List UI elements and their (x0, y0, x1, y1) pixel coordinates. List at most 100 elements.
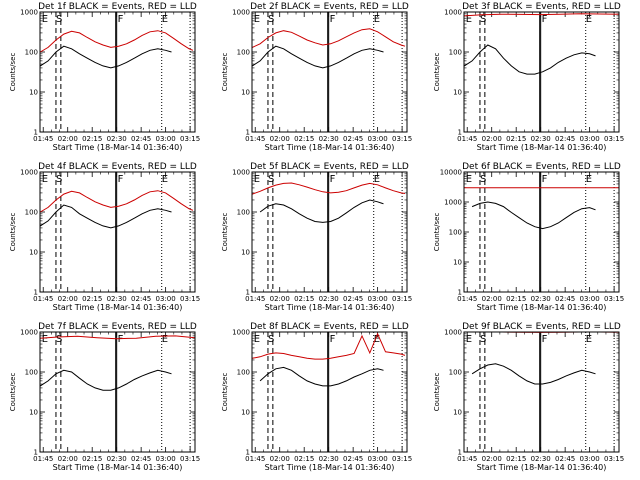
y-tick-label: 10000 (440, 169, 462, 177)
y-tick-label: 10 (241, 89, 250, 97)
panel-6: Det 6f BLACK = Events, RED = LLD 1 10 100 10… (433, 162, 624, 312)
x-axis-label: Start Time (18-Mar-14 01:36:40) (265, 303, 395, 312)
phase-marker-label: E (162, 174, 168, 185)
x-tick-label: 03:15 (392, 455, 412, 463)
x-tick-label: 03:00 (580, 455, 600, 463)
x-tick-label: 03:15 (604, 455, 624, 463)
panel-3: Det 3f BLACK = Events, RED = LLD 1 10 100 10… (433, 2, 624, 152)
y-axis-label: Counts/sec (433, 213, 441, 252)
x-tick-label: 02:30 (531, 455, 551, 463)
lld-series-line (252, 332, 406, 360)
x-tick-label: 02:00 (58, 455, 78, 463)
phase-marker-label: F (330, 334, 336, 345)
y-tick-label: 100 (449, 229, 462, 237)
x-tick-label: 02:15 (506, 135, 526, 143)
phase-marker-label: S (268, 174, 274, 185)
phase-marker-label: E (466, 14, 472, 25)
y-tick-label: 1 (458, 129, 462, 137)
x-tick-label: 02:00 (58, 135, 78, 143)
x-tick-label: 02:30 (531, 295, 551, 303)
phase-marker-label: S (480, 14, 486, 25)
y-axis-label: Counts/sec (9, 53, 17, 92)
plot-frame (39, 331, 196, 453)
x-axis-label: Start Time (18-Mar-14 01:36:40) (477, 303, 607, 312)
panel-4: Det 4f BLACK = Events, RED = LLD 1 10 100 10… (9, 162, 200, 312)
phase-marker-label: S (268, 334, 274, 345)
lld-series-line (40, 335, 196, 340)
chart-title: Det 3f BLACK = Events, RED = LLD (462, 2, 621, 12)
lld-series-line (464, 13, 620, 17)
x-tick-label: 02:45 (131, 135, 151, 143)
phase-marker-label: E (374, 174, 380, 185)
x-tick-label: 01:45 (33, 295, 53, 303)
phase-marker-label: F (542, 14, 548, 25)
y-tick-label: 100 (25, 49, 38, 57)
phase-marker-label: E (374, 14, 380, 25)
x-tick-label: 02:45 (555, 135, 575, 143)
lld-series-line (40, 190, 194, 213)
x-tick-label: 02:00 (482, 135, 502, 143)
y-tick-label: 1000 (444, 9, 462, 17)
x-tick-label: 03:00 (368, 455, 388, 463)
lld-series-line (252, 182, 406, 195)
events-series-line (464, 44, 596, 75)
x-tick-label: 02:30 (319, 455, 339, 463)
events-series-line (40, 369, 172, 391)
x-tick-label: 02:45 (343, 295, 363, 303)
x-tick-label: 01:45 (245, 295, 265, 303)
events-series-line (252, 45, 384, 69)
y-axis-label: Counts/sec (221, 53, 229, 92)
lld-series-line (252, 28, 406, 48)
x-tick-label: 02:15 (294, 295, 314, 303)
x-tick-label: 02:15 (82, 135, 102, 143)
phase-marker-label: F (118, 334, 124, 345)
plot-frame (463, 331, 620, 453)
x-axis-label: Start Time (18-Mar-14 01:36:40) (477, 463, 607, 472)
phase-marker-label: E (586, 174, 592, 185)
y-tick-label: 100 (237, 369, 250, 377)
x-tick-label: 02:00 (270, 455, 290, 463)
y-tick-label: 1000 (20, 169, 38, 177)
y-tick-label: 1 (246, 129, 250, 137)
y-axis-label: Counts/sec (433, 53, 441, 92)
y-tick-label: 10 (29, 409, 38, 417)
y-tick-label: 10 (241, 409, 250, 417)
chart-title: Det 2f BLACK = Events, RED = LLD (250, 2, 409, 12)
x-tick-label: 02:30 (107, 295, 127, 303)
y-tick-label: 1000 (444, 199, 462, 207)
events-series-line (40, 45, 172, 69)
phase-marker-label: E (254, 14, 260, 25)
y-tick-label: 1 (246, 289, 250, 297)
x-axis-label: Start Time (18-Mar-14 01:36:40) (477, 143, 607, 152)
x-tick-label: 02:15 (82, 295, 102, 303)
x-tick-label: 01:45 (457, 455, 477, 463)
chart-title: Det 8f BLACK = Events, RED = LLD (250, 322, 409, 332)
x-tick-label: 03:15 (180, 455, 200, 463)
chart-title: Det 7f BLACK = Events, RED = LLD (38, 322, 197, 332)
x-tick-label: 03:15 (180, 135, 200, 143)
x-tick-label: 01:45 (457, 295, 477, 303)
phase-marker-label: E (374, 334, 380, 345)
x-tick-label: 02:45 (555, 455, 575, 463)
y-tick-label: 1000 (20, 329, 38, 337)
panel-7: Det 7f BLACK = Events, RED = LLD 1 10 100 10… (9, 322, 200, 472)
x-tick-label: 03:15 (180, 295, 200, 303)
panel-5: Det 5f BLACK = Events, RED = LLD 1 10 100 10… (221, 162, 412, 312)
x-tick-label: 02:30 (319, 135, 339, 143)
y-tick-label: 100 (237, 49, 250, 57)
x-tick-label: 03:00 (580, 135, 600, 143)
chart-title: Det 4f BLACK = Events, RED = LLD (38, 162, 197, 172)
x-tick-label: 02:15 (294, 135, 314, 143)
y-tick-label: 1 (458, 289, 462, 297)
x-tick-label: 02:15 (506, 295, 526, 303)
x-tick-label: 02:00 (482, 455, 502, 463)
x-tick-label: 02:15 (294, 455, 314, 463)
phase-marker-label: S (56, 334, 62, 345)
lld-series-line (40, 30, 194, 53)
phase-marker-label: S (56, 14, 62, 25)
phase-marker-label: E (466, 174, 472, 185)
phase-marker-label: E (42, 334, 48, 345)
panel-8: Det 8f BLACK = Events, RED = LLD 1 10 100 10… (221, 322, 412, 472)
x-axis-label: Start Time (18-Mar-14 01:36:40) (53, 303, 183, 312)
